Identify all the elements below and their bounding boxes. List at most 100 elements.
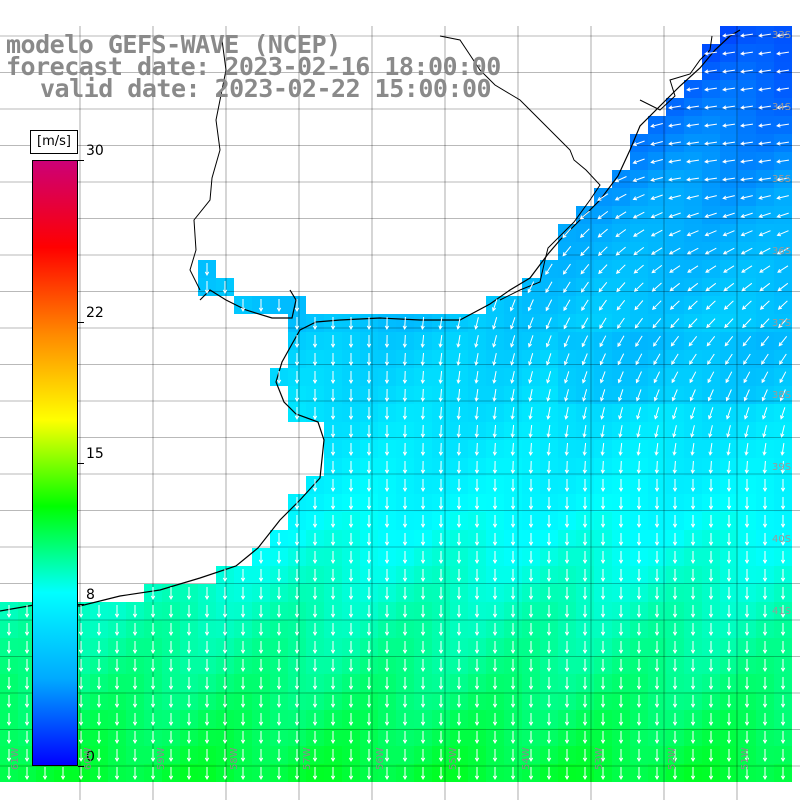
wind-arrow [650, 123, 663, 128]
wind-arrow [24, 659, 30, 673]
wind-arrow [690, 569, 696, 583]
wind-arrow [258, 713, 264, 727]
wind-arrow [743, 371, 751, 384]
wind-arrow [438, 479, 444, 493]
wind-arrow [420, 713, 426, 727]
wind-arrow [618, 515, 624, 529]
wind-arrow [204, 605, 210, 619]
wind-arrow [150, 623, 156, 637]
wind-arrow [204, 749, 210, 763]
wind-arrow [740, 141, 753, 146]
wind-arrow [60, 767, 66, 781]
wind-arrow [546, 623, 552, 637]
wind-arrow [744, 659, 750, 673]
wind-arrow [724, 318, 734, 329]
wind-arrow [726, 659, 732, 673]
wind-arrow [582, 767, 588, 781]
wind-arrow [776, 69, 789, 74]
wind-arrow [599, 371, 606, 384]
wind-arrow [686, 87, 699, 92]
wind-arrow [722, 87, 735, 92]
wind-arrow [294, 605, 300, 619]
wind-arrow [690, 407, 696, 420]
wind-arrow [132, 713, 138, 727]
wind-arrow [758, 51, 771, 56]
wind-arrow [150, 749, 156, 763]
wind-arrow [492, 641, 498, 655]
wind-arrow [330, 389, 336, 403]
wind-arrow [528, 749, 534, 763]
wind-arrow [708, 569, 714, 583]
wind-arrow [582, 587, 588, 601]
wind-arrow [312, 731, 318, 745]
wind-arrow [670, 318, 680, 329]
wind-arrow [598, 281, 608, 293]
wind-arrow [528, 533, 534, 547]
wind-arrow [456, 659, 462, 673]
wind-arrow [528, 767, 534, 781]
wind-arrow [723, 282, 735, 292]
wind-arrow [150, 641, 156, 655]
wind-arrow [456, 406, 461, 421]
wind-arrow [690, 713, 696, 727]
wind-arrow [186, 713, 192, 727]
wind-arrow [776, 87, 789, 92]
wind-arrow [762, 641, 768, 655]
wind-arrow [744, 425, 749, 438]
wind-arrow [312, 749, 318, 763]
wind-arrow [636, 695, 642, 709]
wind-arrow [580, 263, 590, 275]
wind-arrow [438, 767, 444, 781]
wind-arrow [366, 443, 372, 457]
wind-arrow [474, 371, 479, 384]
wind-arrow [438, 713, 444, 727]
wind-arrow [276, 605, 282, 619]
wind-arrow [402, 442, 408, 457]
wind-arrow [744, 587, 750, 601]
wind-arrow [492, 569, 498, 583]
wind-arrow [579, 210, 590, 220]
wind-arrow [366, 407, 372, 421]
wind-arrow [492, 424, 497, 439]
wind-arrow [686, 141, 699, 146]
wind-arrow [741, 282, 753, 292]
wind-arrow [762, 515, 768, 529]
wind-arrow [654, 569, 660, 583]
wind-arrow [762, 605, 768, 619]
wind-arrow [672, 623, 678, 637]
wind-arrow [650, 194, 663, 200]
wind-arrow [366, 569, 372, 583]
wind-arrow [615, 229, 627, 238]
wind-arrow [330, 461, 336, 475]
wind-arrow [689, 353, 697, 365]
wind-arrow [276, 569, 282, 583]
wind-arrow [438, 424, 443, 439]
wind-arrow [510, 533, 516, 547]
wind-arrow [690, 641, 696, 655]
wind-arrow [492, 497, 498, 511]
wind-arrow [492, 695, 498, 709]
wind-arrow [668, 123, 681, 128]
wind-arrow [420, 551, 426, 565]
wind-arrow [582, 497, 588, 511]
wind-arrow [726, 533, 732, 547]
wind-arrow [474, 605, 480, 619]
wind-arrow [276, 623, 282, 637]
wind-arrow [672, 713, 678, 727]
wind-arrow [348, 461, 354, 475]
wind-arrow [78, 641, 84, 655]
wind-arrow [114, 659, 120, 673]
wind-arrow [186, 659, 192, 673]
wind-arrow [384, 407, 390, 421]
wind-arrow [384, 695, 390, 709]
wind-arrow [528, 641, 534, 655]
wind-arrow [474, 533, 480, 547]
wind-arrow [762, 407, 768, 420]
wind-arrow [168, 677, 174, 691]
wind-arrow [726, 460, 731, 475]
wind-arrow [761, 353, 769, 365]
wind-arrow [420, 479, 426, 493]
colorbar-tick-mark [78, 766, 84, 767]
wind-arrow [564, 389, 569, 402]
wind-arrow [632, 140, 645, 147]
